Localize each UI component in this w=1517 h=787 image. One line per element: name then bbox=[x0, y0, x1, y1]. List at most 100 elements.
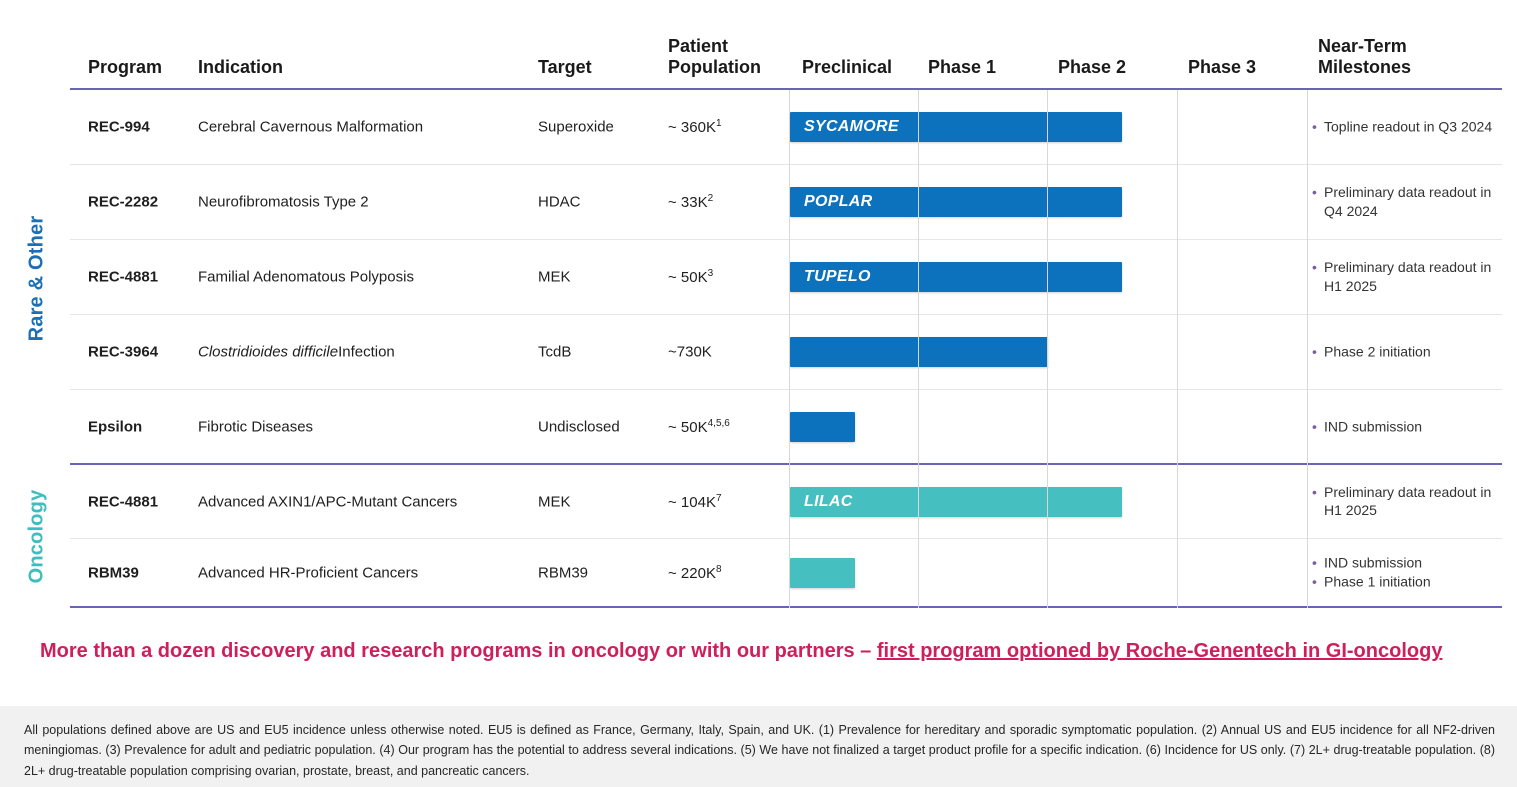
indication-italic-part: Clostridioides difficile bbox=[198, 343, 339, 361]
phase-bar-container: POPLAR bbox=[790, 187, 1122, 217]
col-header-indication: Indication bbox=[198, 57, 283, 78]
headline-plain-text: More than a dozen discovery and research… bbox=[40, 640, 877, 662]
cell-patient-population: ~ 104K7 bbox=[668, 491, 788, 512]
headline-underlined-text: first program optioned by Roche-Genentec… bbox=[876, 640, 1443, 662]
milestone-text: Preliminary data readout in H1 2025 bbox=[1324, 483, 1492, 519]
patient-population-value: ~ 104K bbox=[668, 493, 716, 511]
phase-bar-container: SYCAMORE bbox=[790, 112, 1122, 142]
milestone-item: • Preliminary data readout in H1 2025 bbox=[1310, 258, 1502, 296]
milestone-text: Phase 2 initiation bbox=[1324, 343, 1431, 360]
cell-patient-population: ~ 220K8 bbox=[668, 562, 788, 583]
table-row[interactable]: Epsilon Fibrotic Diseases Undisclosed ~ 50K… bbox=[70, 390, 1502, 465]
cell-target: Undisclosed bbox=[538, 417, 620, 435]
cell-milestones: • Preliminary data readout in H1 2025 bbox=[1310, 482, 1502, 522]
col-header-patient-population-line2: Population bbox=[668, 57, 761, 78]
cell-program: REC-4881 bbox=[88, 492, 159, 510]
phase-bar[interactable] bbox=[790, 337, 1048, 367]
phase-bar[interactable]: SYCAMORE bbox=[790, 112, 1122, 142]
patient-population-value: ~ 50K bbox=[668, 268, 708, 286]
phase-bar-container bbox=[790, 337, 1048, 367]
patient-population-footnote-ref: 7 bbox=[715, 492, 722, 504]
cell-milestones: • IND submission bbox=[1310, 416, 1502, 437]
cell-program: Epsilon bbox=[88, 417, 143, 435]
cell-program: REC-2282 bbox=[88, 193, 159, 211]
category-label-rare: Rare & Other bbox=[14, 96, 60, 460]
cell-target: MEK bbox=[538, 268, 571, 286]
cell-indication: Advanced HR-Proficient Cancers bbox=[198, 563, 419, 581]
cell-indication: Familial Adenomatous Polyposis bbox=[198, 268, 414, 286]
milestone-item: • Preliminary data readout in Q4 2024 bbox=[1310, 183, 1502, 221]
patient-population-footnote-ref: 1 bbox=[715, 117, 722, 129]
col-header-program: Program bbox=[88, 57, 163, 78]
cell-milestones: • Preliminary data readout in H1 2025 bbox=[1310, 257, 1502, 297]
col-header-preclinical: Preclinical bbox=[802, 57, 893, 78]
milestone-text: IND submission bbox=[1324, 554, 1423, 571]
phase-bar-container: TUPELO bbox=[790, 262, 1122, 292]
cell-program: REC-3964 bbox=[88, 343, 159, 361]
header-divider-rule bbox=[70, 88, 1502, 90]
bullet-icon: • bbox=[1312, 554, 1317, 571]
cell-target: HDAC bbox=[538, 193, 581, 211]
milestone-item: • Topline readout in Q3 2024 bbox=[1310, 118, 1502, 137]
milestone-item: • Preliminary data readout in H1 2025 bbox=[1310, 483, 1502, 521]
col-header-milestones-line1: Near-Term bbox=[1318, 36, 1407, 57]
table-row[interactable]: REC-4881 Familial Adenomatous Polyposis ME… bbox=[70, 240, 1502, 315]
category-label-rare-text: Rare & Other bbox=[25, 215, 48, 341]
col-header-phase-2: Phase 2 bbox=[1058, 57, 1127, 78]
cell-patient-population: ~ 33K2 bbox=[668, 192, 788, 213]
phase-bar-label: LILAC bbox=[804, 492, 853, 510]
cell-indication: Fibrotic Diseases bbox=[198, 417, 314, 435]
col-header-phase-3: Phase 3 bbox=[1188, 57, 1257, 78]
milestone-text: Phase 1 initiation bbox=[1324, 574, 1431, 590]
phase-bar-label: TUPELO bbox=[804, 268, 871, 285]
phase-bar[interactable]: LILAC bbox=[790, 486, 1122, 517]
phase-bar-container bbox=[790, 411, 855, 442]
col-header-patient-population: Patient Population bbox=[668, 36, 761, 78]
phase-bar[interactable] bbox=[790, 557, 855, 588]
cell-target: TcdB bbox=[538, 343, 572, 361]
patient-population-footnote-ref: 2 bbox=[707, 192, 714, 204]
patient-population-value: ~ 360K bbox=[668, 118, 716, 136]
cell-program: RBM39 bbox=[88, 563, 139, 581]
table-row[interactable]: REC-2282 Neurofibromatosis Type 2 HDAC ~ 33… bbox=[70, 165, 1502, 240]
table-body: REC-994 Cerebral Cavernous Malformation Su… bbox=[70, 90, 1502, 608]
phase-bar[interactable]: POPLAR bbox=[790, 187, 1122, 217]
milestone-text: Preliminary data readout in H1 2025 bbox=[1324, 259, 1492, 294]
table-row[interactable]: REC-3964 Clostridioides difficileInfectio… bbox=[70, 315, 1502, 390]
bullet-icon: • bbox=[1312, 343, 1317, 360]
cell-program: REC-4881 bbox=[88, 268, 159, 286]
patient-population-value: ~ 220K bbox=[668, 564, 716, 582]
table-row[interactable]: REC-4881 Advanced AXIN1/APC-Mutant Cancer… bbox=[70, 465, 1502, 539]
footnote-text: All populations defined above are US and… bbox=[24, 723, 1495, 778]
cell-patient-population: ~ 360K1 bbox=[668, 117, 788, 138]
category-label-oncology: Oncology bbox=[14, 462, 60, 610]
pipeline-table: Program Indication Target Patient Popula… bbox=[70, 8, 1502, 610]
phase-bar[interactable] bbox=[790, 411, 855, 442]
col-header-patient-population-line1: Patient bbox=[668, 36, 729, 57]
milestone-item: • Phase 1 initiation bbox=[1310, 573, 1502, 592]
bullet-icon: • bbox=[1312, 483, 1317, 500]
cell-indication: Clostridioides difficileInfection bbox=[198, 342, 538, 362]
cell-indication: Advanced AXIN1/APC-Mutant Cancers bbox=[198, 492, 458, 510]
phase-bar-container bbox=[790, 557, 855, 588]
bullet-icon: • bbox=[1312, 184, 1317, 201]
patient-population-footnote-ref: 8 bbox=[715, 563, 722, 575]
phase-bar-container: LILAC bbox=[790, 486, 1122, 517]
col-header-near-term-milestones: Near-Term Milestones bbox=[1318, 36, 1411, 78]
cell-target: RBM39 bbox=[538, 563, 589, 581]
table-row[interactable]: REC-994 Cerebral Cavernous Malformation Su… bbox=[70, 90, 1502, 165]
cell-target: Superoxide bbox=[538, 118, 614, 136]
category-label-oncology-text: Oncology bbox=[25, 489, 48, 583]
patient-population-value: ~ 50K bbox=[668, 418, 708, 436]
cell-milestones: • Topline readout in Q3 2024 bbox=[1310, 117, 1502, 138]
milestone-text: Topline readout in Q3 2024 bbox=[1324, 118, 1493, 135]
phase-bar[interactable]: TUPELO bbox=[790, 262, 1122, 292]
bullet-icon: • bbox=[1312, 259, 1317, 276]
col-header-target: Target bbox=[538, 57, 592, 78]
table-row[interactable]: RBM39 Advanced HR-Proficient Cancers RBM39… bbox=[70, 539, 1502, 608]
bullet-icon: • bbox=[1312, 118, 1317, 135]
cell-patient-population: ~730K bbox=[668, 342, 788, 362]
cell-milestones: • IND submission • Phase 1 initiation bbox=[1310, 552, 1502, 593]
cell-indication: Neurofibromatosis Type 2 bbox=[198, 193, 369, 211]
